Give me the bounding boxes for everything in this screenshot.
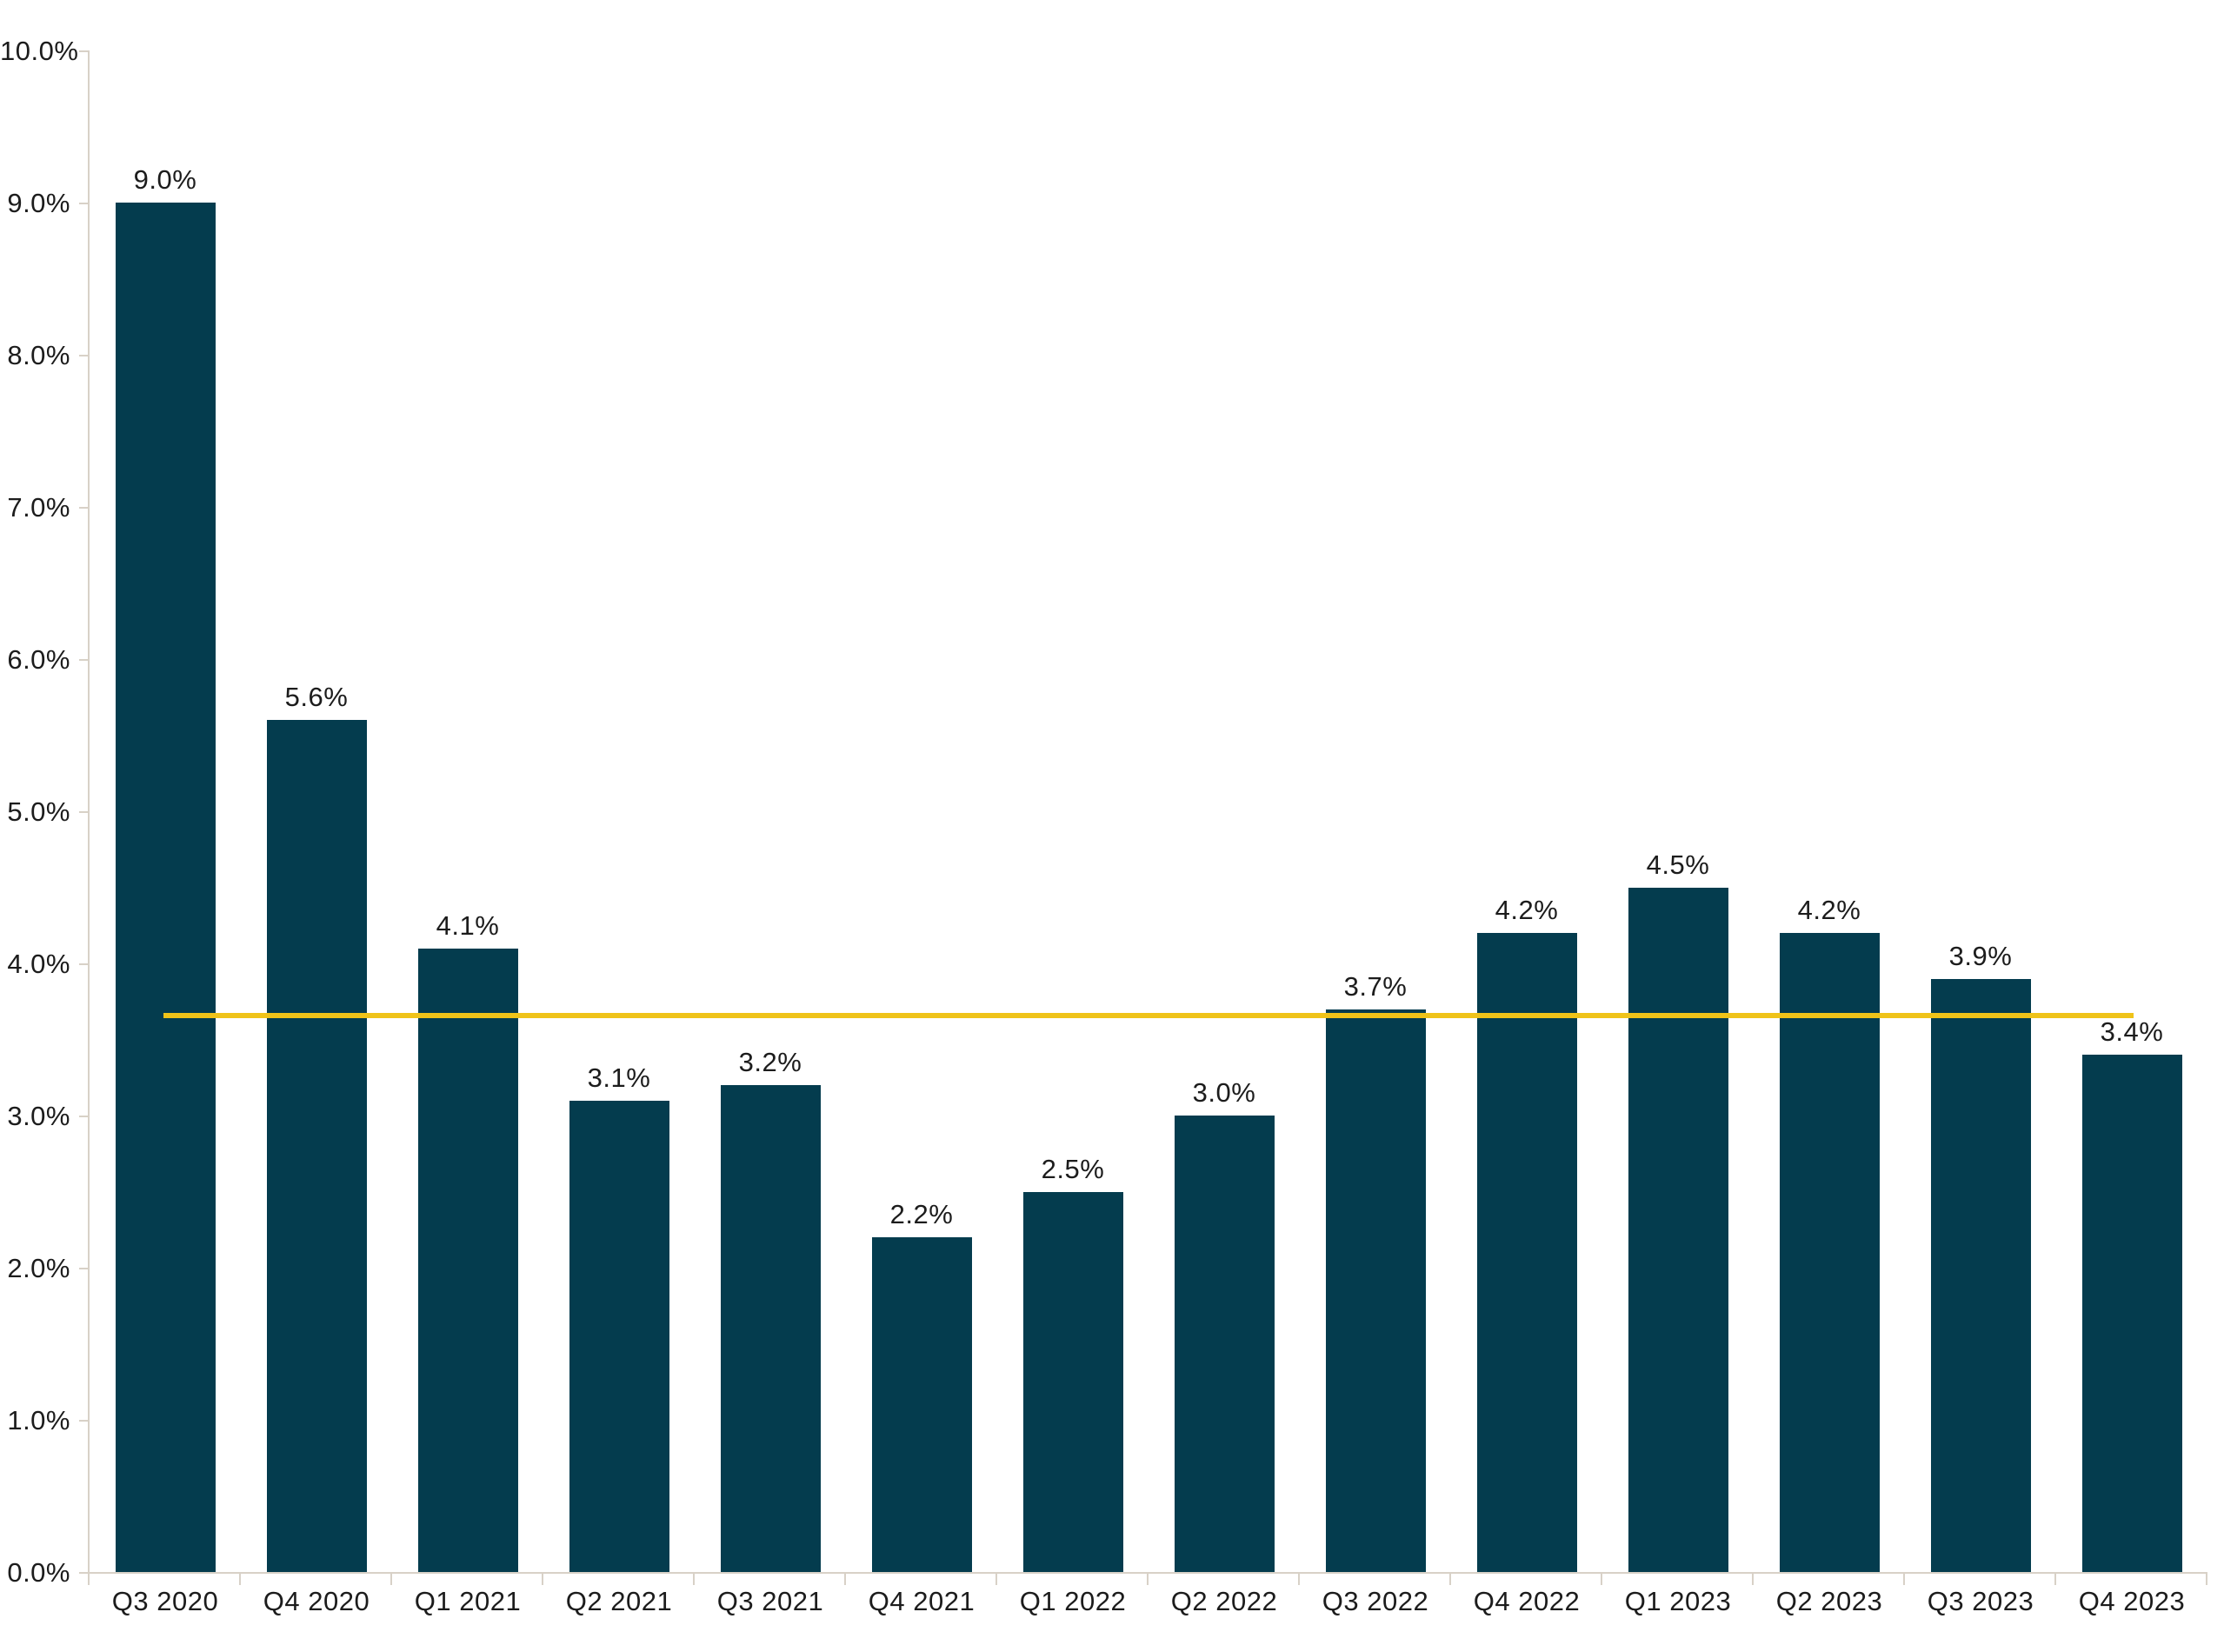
y-axis-tick <box>79 963 88 965</box>
y-axis-tick <box>79 1268 88 1269</box>
y-axis-tick-label: 8.0% <box>7 340 70 370</box>
bar <box>417 948 518 1572</box>
bar <box>266 720 367 1572</box>
x-axis-tick <box>844 1574 846 1585</box>
bar <box>871 1237 972 1572</box>
y-axis-tick-label: 5.0% <box>7 796 70 827</box>
y-axis-tick-label: 10.0% <box>0 36 79 66</box>
bar <box>1779 933 1880 1572</box>
bar <box>569 1100 669 1572</box>
y-axis-tick <box>79 355 88 356</box>
y-axis-tick <box>79 1116 88 1117</box>
x-axis-tick <box>390 1574 392 1585</box>
x-axis-label: Q1 2023 <box>1624 1586 1732 1616</box>
y-axis-tick-label: 2.0% <box>7 1253 70 1283</box>
x-axis-label: Q4 2023 <box>2078 1586 2186 1616</box>
bar-value-label: 4.2% <box>1495 895 1559 925</box>
y-axis-tick <box>79 203 88 204</box>
x-axis-label: Q4 2022 <box>1473 1586 1581 1616</box>
x-axis-label: Q1 2021 <box>414 1586 522 1616</box>
bar <box>1325 1009 1426 1572</box>
y-axis-tick <box>79 811 88 813</box>
bar-value-label: 2.2% <box>889 1199 954 1229</box>
bar <box>2081 1055 2182 1572</box>
y-axis-tick-label: 3.0% <box>7 1101 70 1131</box>
y-axis-tick-label: 1.0% <box>7 1405 70 1436</box>
bar <box>1476 933 1577 1572</box>
bar-value-label: 3.7% <box>1343 970 1408 1002</box>
y-axis-tick <box>79 659 88 661</box>
x-axis-tick <box>995 1574 997 1585</box>
bar-value-label: 3.0% <box>1192 1077 1256 1108</box>
bar-value-label: 3.1% <box>587 1062 651 1093</box>
x-axis-tick <box>1601 1574 1602 1585</box>
x-axis-tick <box>1449 1574 1451 1585</box>
x-axis-tick <box>1147 1574 1149 1585</box>
x-axis-label: Q3 2023 <box>1927 1586 2034 1616</box>
x-axis-line <box>88 1572 2207 1574</box>
y-axis-tick-label: 9.0% <box>7 188 70 218</box>
bar-value-label: 3.2% <box>738 1047 802 1077</box>
bar <box>1628 887 1728 1572</box>
x-axis-label: Q1 2022 <box>1019 1586 1127 1616</box>
y-axis-tick-label: 0.0% <box>7 1557 70 1588</box>
y-axis-tick-label: 6.0% <box>7 644 70 675</box>
x-axis-tick <box>1298 1574 1300 1585</box>
x-axis-tick <box>542 1574 543 1585</box>
y-axis-tick <box>79 1572 88 1574</box>
bar-value-label: 4.2% <box>1797 895 1861 925</box>
bar <box>1174 1116 1275 1572</box>
bar-value-label: 4.1% <box>436 909 500 941</box>
x-axis-tick <box>1752 1574 1754 1585</box>
x-axis-tick <box>693 1574 695 1585</box>
x-axis-label: Q3 2021 <box>716 1586 824 1616</box>
bar-value-label: 2.5% <box>1041 1153 1105 1184</box>
bar <box>1930 978 2031 1572</box>
x-axis-label: Q2 2022 <box>1170 1586 1278 1616</box>
x-axis-label: Q3 2022 <box>1322 1586 1429 1616</box>
bar <box>720 1085 821 1572</box>
x-axis-label: Q3 2020 <box>111 1586 219 1616</box>
x-axis-tick <box>239 1574 241 1585</box>
x-axis-label: Q2 2023 <box>1775 1586 1883 1616</box>
bar-value-label: 9.0% <box>133 164 197 195</box>
x-axis-label: Q2 2021 <box>565 1586 673 1616</box>
bar-value-label: 4.5% <box>1646 849 1710 880</box>
x-axis-tick <box>2206 1574 2207 1585</box>
y-axis-tick <box>79 507 88 509</box>
x-axis-tick <box>2054 1574 2056 1585</box>
y-axis-tick-label: 7.0% <box>7 492 70 523</box>
y-axis-tick <box>79 1420 88 1422</box>
x-axis-label: Q4 2021 <box>868 1586 975 1616</box>
y-axis-tick <box>79 50 88 52</box>
y-axis-line <box>88 50 90 1574</box>
bar <box>1022 1191 1123 1572</box>
reference-line <box>163 1012 2134 1018</box>
x-axis-tick <box>88 1574 90 1585</box>
bar-value-label: 3.9% <box>1948 940 2013 971</box>
y-axis-tick-label: 4.0% <box>7 949 70 979</box>
bar <box>115 203 216 1572</box>
x-axis-tick <box>1903 1574 1905 1585</box>
bar-value-label: 5.6% <box>284 682 349 712</box>
x-axis-label: Q4 2020 <box>263 1586 370 1616</box>
bar-value-label: 3.4% <box>2100 1016 2164 1047</box>
